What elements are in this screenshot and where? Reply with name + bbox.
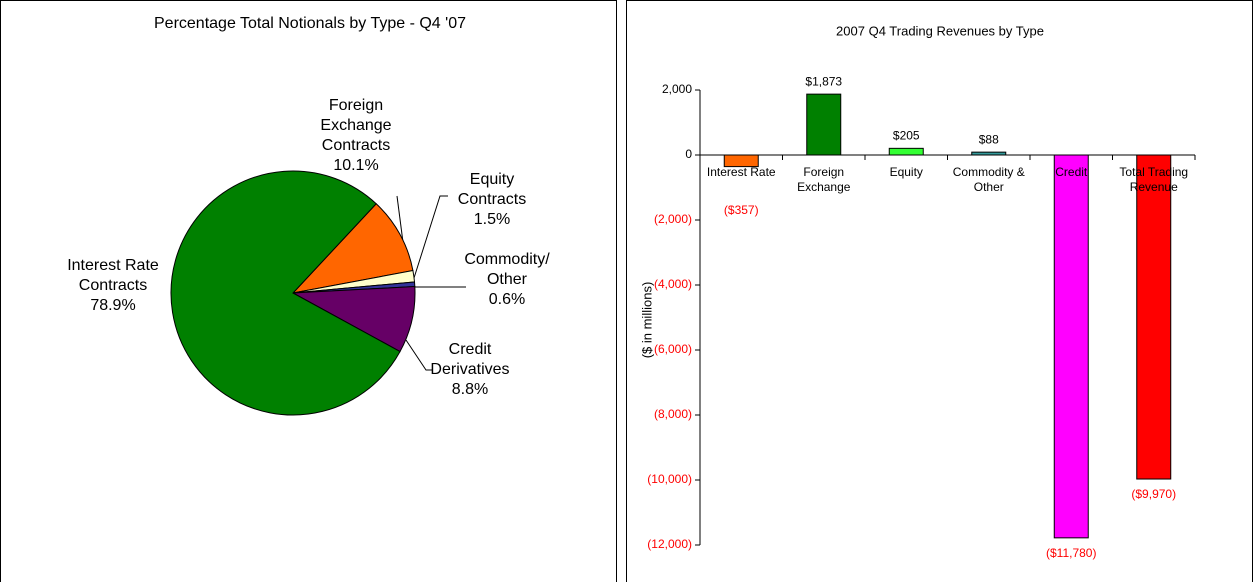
leader-line	[413, 195, 448, 279]
value-label: ($9,970)	[1131, 487, 1177, 502]
value-label: $88	[979, 132, 999, 146]
slice-label: Foreign Exchange Contracts	[320, 97, 392, 154]
bar-title: 2007 Q4 Trading Revenues by Type	[836, 23, 1044, 38]
y-tick-label: (10,000)	[647, 472, 692, 486]
slice-label: Equity Contracts	[457, 171, 527, 208]
slice-label: Credit Derivatives	[430, 341, 510, 378]
y-axis-label: ($ in millions)	[639, 282, 654, 359]
leader-line	[405, 339, 432, 371]
pie-title: Percentage Total Notionals by Type - Q4 …	[154, 15, 466, 32]
y-tick-label: (2,000)	[654, 212, 692, 226]
x-tick-label: Equity	[889, 165, 923, 179]
slice-value-label: 10.1%	[333, 157, 379, 174]
y-tick-label: 0	[685, 147, 692, 161]
x-tick-label: Commodity & Other	[952, 165, 1025, 194]
y-tick-label: (12,000)	[647, 537, 692, 551]
y-tick-label: (4,000)	[654, 277, 692, 291]
x-tick-label: Interest Rate	[706, 165, 776, 179]
y-tick-label: 2,000	[662, 82, 692, 96]
value-label: ($11,780)	[1046, 545, 1097, 560]
slice-value-label: 0.6%	[488, 291, 526, 308]
bar	[1053, 154, 1089, 539]
y-tick-label: (6,000)	[654, 342, 692, 356]
slice-value-label: 78.9%	[90, 297, 136, 314]
value-label: $1,873	[805, 74, 842, 88]
pie-slice	[170, 170, 401, 416]
value-label: ($357)	[723, 203, 759, 217]
slice-value-label: 1.5%	[473, 211, 511, 228]
pie-slice	[291, 203, 414, 294]
slice-label: Commodity/ Other	[464, 251, 550, 288]
slice-label: Interest Rate Contracts	[67, 257, 159, 294]
x-tick-label: Credit	[1055, 165, 1088, 179]
bar	[806, 93, 842, 156]
x-tick-label: Total Trading Revenue	[1119, 165, 1189, 194]
bar	[888, 147, 924, 156]
bar	[1136, 154, 1172, 480]
y-tick-label: (8,000)	[654, 407, 692, 421]
value-label: $205	[893, 129, 920, 143]
x-tick-label: Foreign Exchange	[797, 165, 851, 194]
slice-value-label: 8.8%	[451, 381, 489, 398]
